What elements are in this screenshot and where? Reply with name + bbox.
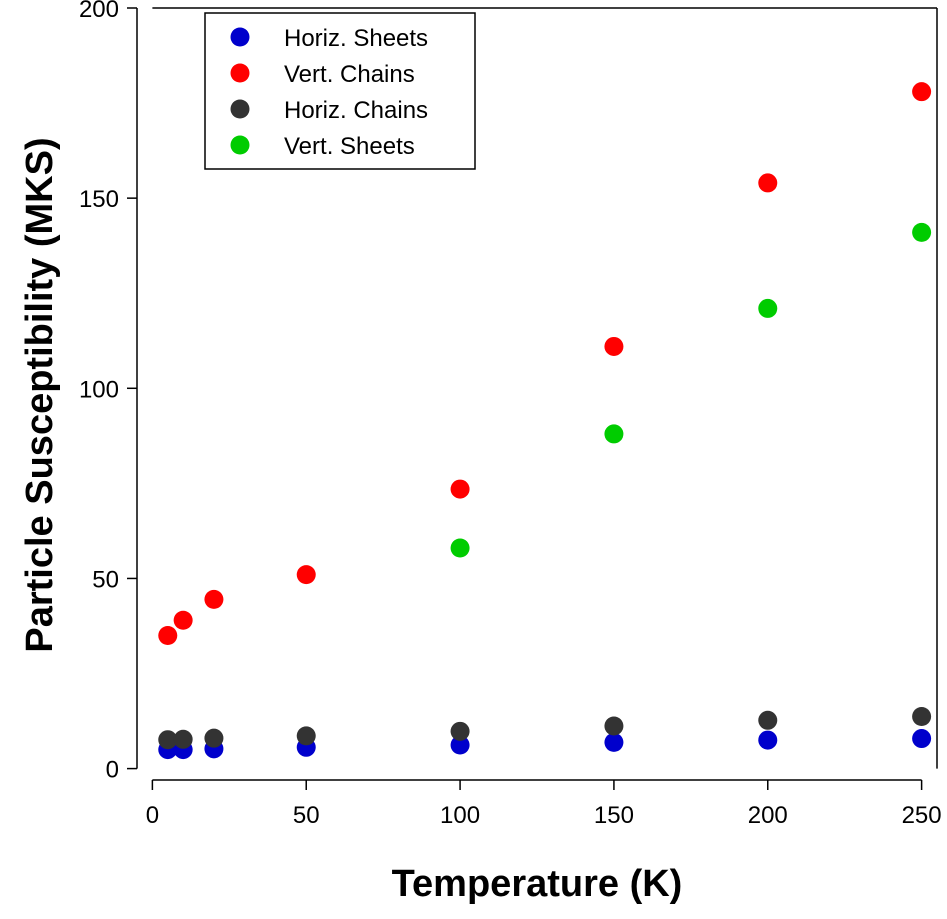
point-horiz-sheets (450, 735, 470, 755)
point-vert-chains (758, 173, 778, 193)
point-vert-sheets (604, 424, 624, 444)
y-axis-title: Particle Susceptibility (MKS) (19, 137, 61, 652)
y-tick-label: 100 (79, 376, 119, 403)
point-horiz-chains (758, 710, 778, 730)
x-tick-label: 200 (748, 802, 788, 829)
legend-label-horiz-sheets: Horiz. Sheets (284, 25, 428, 52)
x-tick-label: 150 (594, 802, 634, 829)
point-vert-sheets (758, 298, 778, 318)
point-horiz-chains (912, 706, 932, 726)
x-tick-label: 100 (440, 802, 480, 829)
point-horiz-sheets (604, 732, 624, 752)
legend-marker-horiz-sheets (230, 27, 250, 47)
point-vert-chains (296, 565, 316, 585)
point-horiz-chains (173, 729, 193, 749)
point-vert-chains (912, 82, 932, 102)
point-vert-chains (604, 336, 624, 356)
legend-box (204, 12, 476, 170)
point-horiz-sheets (758, 730, 778, 750)
point-vert-chains (204, 589, 224, 609)
y-tick-label: 150 (79, 186, 119, 213)
x-tick-label: 250 (902, 802, 942, 829)
point-horiz-sheets (912, 729, 932, 749)
legend: Horiz. Sheets Vert. Chains Horiz. Chains Ve… (204, 12, 476, 170)
point-vert-chains (450, 479, 470, 499)
legend-marker-vert-chains (230, 63, 250, 83)
data-points (158, 82, 932, 760)
point-horiz-chains (158, 730, 178, 750)
y-tick-label: 50 (92, 566, 119, 593)
point-vert-chains (173, 610, 193, 630)
point-vert-sheets (912, 222, 932, 242)
legend-marker-horiz-chains (230, 99, 250, 119)
legend-label-vert-sheets: Vert. Sheets (284, 133, 415, 160)
y-tick-label: 200 (79, 0, 119, 23)
point-horiz-chains (204, 728, 224, 748)
legend-label-horiz-chains: Horiz. Chains (284, 97, 428, 124)
legend-marker-vert-sheets (230, 135, 250, 155)
point-horiz-chains (450, 721, 470, 741)
legend-label-vert-chains: Vert. Chains (284, 61, 415, 88)
point-horiz-chains (604, 716, 624, 736)
tick-marks: 0 50 100 150 200 250 0 50 100 150 200 (79, 0, 942, 829)
x-tick-label: 50 (293, 802, 320, 829)
point-vert-sheets (450, 538, 470, 558)
point-horiz-chains (296, 726, 316, 746)
x-tick-label: 0 (146, 802, 159, 829)
y-tick-label: 0 (106, 757, 119, 784)
point-vert-chains (158, 625, 178, 645)
x-axis-title: Temperature (K) (392, 863, 683, 905)
